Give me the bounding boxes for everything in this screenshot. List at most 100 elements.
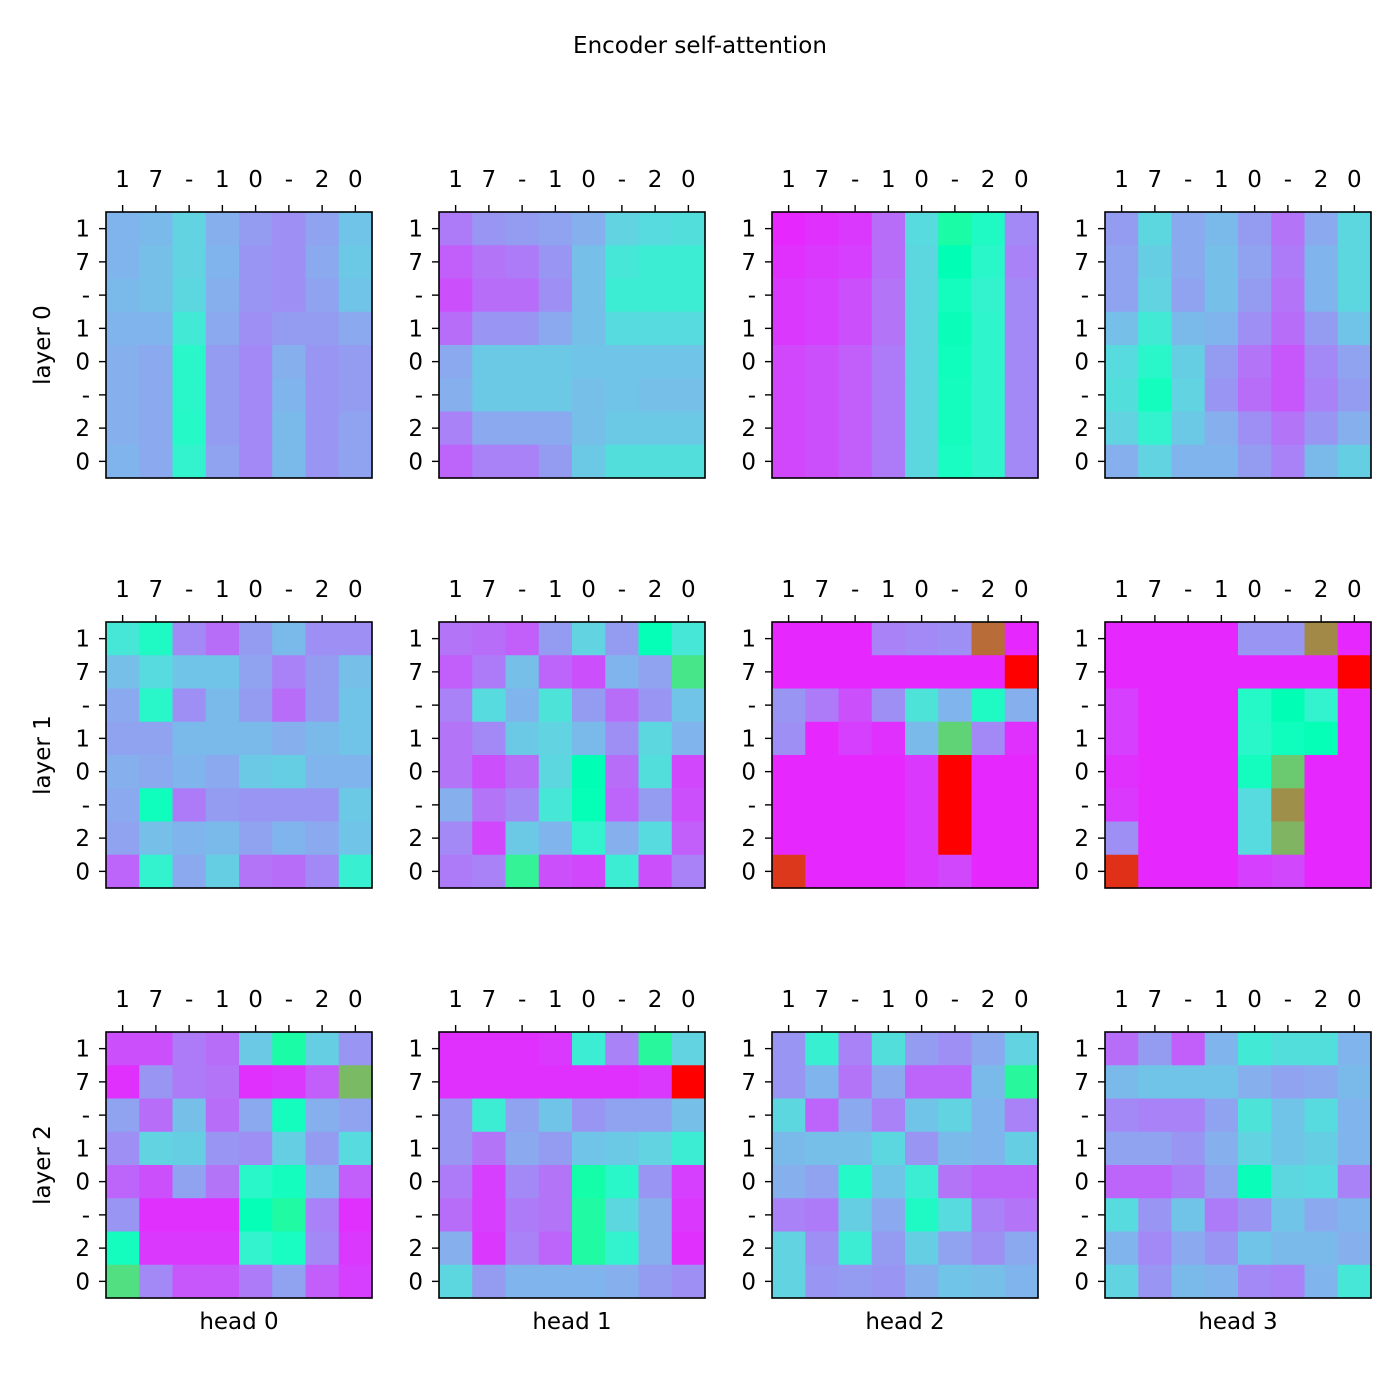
heatmap-cell xyxy=(1304,854,1339,889)
x-tick-label: 0 xyxy=(581,167,596,193)
heatmap-cell xyxy=(1238,622,1272,656)
heatmap-cell xyxy=(1138,721,1173,756)
heatmap-cell xyxy=(572,212,606,246)
x-tick-label: 2 xyxy=(981,167,996,193)
heatmap-cell xyxy=(172,1231,207,1266)
heatmap-cell xyxy=(905,345,939,379)
heatmap-cell xyxy=(505,345,540,379)
heatmap-cell xyxy=(871,444,906,479)
y-tick-label: - xyxy=(415,693,423,719)
heatmap-cell xyxy=(1337,1065,1372,1100)
y-tick-label: 0 xyxy=(408,449,423,475)
heatmap-cell xyxy=(1004,622,1039,656)
heatmap-cell xyxy=(472,311,507,346)
y-tick-label: 2 xyxy=(741,826,756,852)
heatmap-cell xyxy=(505,411,540,446)
heatmap-cell xyxy=(971,411,1006,446)
heatmap-cell xyxy=(439,622,473,656)
x-tick-label: - xyxy=(851,987,859,1013)
heatmap-cell xyxy=(838,1065,873,1100)
heatmap-cell xyxy=(505,1231,540,1266)
panel-frame xyxy=(105,211,373,479)
heatmap-cell xyxy=(472,655,507,690)
y-tick-label: 1 xyxy=(408,726,423,752)
heatmap-cell xyxy=(1138,854,1173,889)
heatmap-cell xyxy=(538,721,573,756)
heatmap-cell xyxy=(505,1065,540,1100)
y-tick-label: 0 xyxy=(75,449,90,475)
heatmap-cell xyxy=(338,622,373,656)
heatmap-cell xyxy=(838,655,873,690)
x-tick-label: 0 xyxy=(1347,987,1362,1013)
heatmap-cell xyxy=(538,1165,573,1199)
heatmap-cell xyxy=(106,1032,140,1066)
y-tick-label: 2 xyxy=(1074,826,1089,852)
heatmap-cell xyxy=(772,688,806,723)
x-tick-label: 0 xyxy=(1347,577,1362,603)
heatmap-cell xyxy=(805,1198,840,1233)
heatmap-cell xyxy=(1204,1032,1239,1066)
x-tick-label: - xyxy=(518,987,526,1013)
x-tick-label: 7 xyxy=(482,577,497,603)
heatmap-cell xyxy=(1204,854,1239,889)
heatmap-cell xyxy=(805,1065,840,1100)
heatmap-cell xyxy=(172,245,207,280)
heatmap-cell xyxy=(1271,411,1306,446)
heatmap-cell xyxy=(505,622,540,656)
heatmap-cell xyxy=(205,655,240,690)
x-tick-label: 0 xyxy=(914,987,929,1013)
y-tick-label: 7 xyxy=(741,660,756,686)
heatmap-cell xyxy=(305,278,340,313)
heatmap-cell xyxy=(338,1264,373,1299)
heatmap-cell xyxy=(505,311,540,346)
y-tick-label: - xyxy=(1081,693,1089,719)
heatmap-cell xyxy=(505,1264,540,1299)
heatmap-cell xyxy=(1337,444,1372,479)
heatmap-cell xyxy=(605,1032,640,1066)
heatmap-cell xyxy=(905,378,939,413)
heatmap-cell xyxy=(338,278,373,313)
heatmap-cell xyxy=(905,755,939,789)
heatmap-cell xyxy=(1204,721,1239,756)
heatmap-cell xyxy=(472,1098,507,1133)
heatmap-cell xyxy=(971,1032,1006,1066)
heatmap-cell xyxy=(938,821,973,856)
y-tick-label: 0 xyxy=(408,1269,423,1295)
heatmap-cell xyxy=(1105,411,1139,446)
heatmap-cell xyxy=(1004,788,1039,823)
heatmap-cell xyxy=(1337,278,1372,313)
x-tick-label: - xyxy=(851,577,859,603)
heatmap-cell xyxy=(1204,1131,1239,1166)
heatmap-cell xyxy=(671,245,706,280)
x-tick-label: - xyxy=(618,577,626,603)
heatmap-cell xyxy=(106,655,140,690)
heatmap-cell xyxy=(838,444,873,479)
heatmap-cell xyxy=(338,1231,373,1266)
heatmap-cell xyxy=(605,278,640,313)
heatmap-cell xyxy=(172,854,207,889)
heatmap-cell xyxy=(106,444,140,479)
heatmap-cell xyxy=(772,311,806,346)
heatmap-cell xyxy=(605,1065,640,1100)
heatmap-cell xyxy=(871,1098,906,1133)
heatmap-cell xyxy=(1271,311,1306,346)
heatmap-cell xyxy=(605,1131,640,1166)
heatmap-cell xyxy=(172,721,207,756)
heatmap-cell xyxy=(272,411,307,446)
heatmap-cell xyxy=(772,245,806,280)
heatmap-cell xyxy=(1004,1032,1039,1066)
y-tick-label: 7 xyxy=(1074,250,1089,276)
y-tick-label: 0 xyxy=(75,1269,90,1295)
heatmap-cell xyxy=(1171,655,1206,690)
heatmap-cell xyxy=(871,622,906,656)
heatmap-cell xyxy=(205,1131,240,1166)
heatmap-panel: 1 7-1 0-2 017-10-20 xyxy=(75,987,373,1299)
heatmap-cell xyxy=(1171,854,1206,889)
heatmap-cell xyxy=(638,622,673,656)
heatmap-cell xyxy=(338,821,373,856)
x-tick-label: 0 xyxy=(1014,577,1029,603)
heatmap-cell xyxy=(671,1264,706,1299)
heatmap-cell xyxy=(305,311,340,346)
heatmap-cell xyxy=(871,821,906,856)
heatmap-cell xyxy=(139,1264,174,1299)
